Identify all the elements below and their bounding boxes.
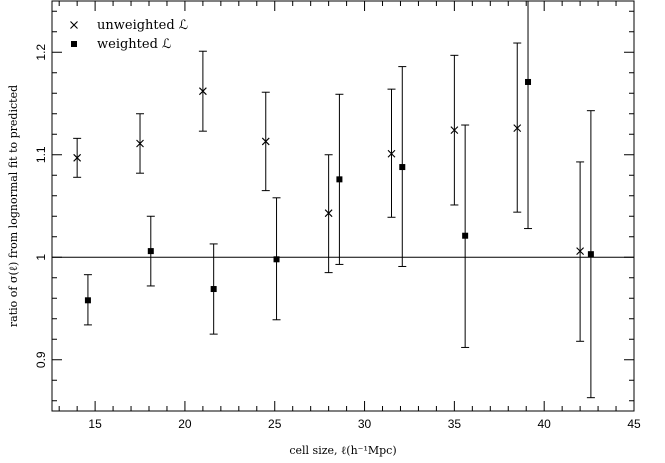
x-tick-label: 20 (178, 417, 192, 431)
x-tick-label: 15 (88, 417, 102, 431)
y-tick-label: 1.2 (34, 44, 48, 61)
data-point (586, 110, 595, 399)
data-point (576, 161, 585, 342)
data-point (324, 154, 333, 274)
data-point (261, 91, 270, 192)
x-tick-label: 25 (268, 417, 282, 431)
data-point (387, 88, 396, 218)
legend-label: weighted ℒ (97, 37, 171, 52)
cross-marker (513, 124, 522, 132)
cross-marker (136, 139, 144, 148)
data-point (83, 274, 92, 326)
cross-marker (70, 21, 78, 29)
square-marker (147, 248, 154, 255)
x-tick-label: 40 (538, 417, 552, 431)
axis-ticks: 15 20 25 30 35 40 45 0.9 1 1.1 1.2 (34, 1, 641, 431)
square-marker (525, 78, 532, 85)
x-tick-label: 35 (448, 417, 462, 431)
cross-marker (261, 137, 270, 146)
data-point (198, 50, 207, 132)
cross-marker (324, 209, 333, 218)
square-marker (273, 256, 280, 263)
legend: unweighted ℒ weighted ℒ (70, 18, 188, 52)
x-tick-label: 30 (358, 417, 372, 431)
data-point (335, 93, 344, 265)
y-tick-label: 1.1 (34, 146, 48, 163)
data-point (513, 42, 522, 213)
x-tick-label: 45 (627, 417, 641, 431)
cross-marker (73, 153, 82, 162)
data-point (461, 124, 470, 348)
square-marker (210, 286, 217, 293)
square-marker (71, 41, 77, 47)
data-point (524, 1, 533, 230)
data-point (136, 113, 145, 174)
cross-marker (387, 149, 396, 158)
x-axis-title: cell size, ℓ(h⁻¹Mpc) (289, 444, 396, 457)
y-axis-title: ratio of σ(ℓ) from lognormal fit to pred… (7, 85, 20, 327)
square-marker (336, 176, 343, 183)
data-point (272, 197, 281, 321)
data-marks (73, 1, 595, 399)
cross-marker (450, 126, 459, 135)
data-point (398, 66, 407, 267)
y-tick-label: 0.9 (34, 351, 48, 368)
data-point (73, 137, 82, 178)
square-marker (399, 164, 406, 171)
cross-marker (576, 247, 584, 255)
legend-label: unweighted ℒ (97, 18, 188, 33)
square-marker (462, 232, 469, 239)
y-tick-label: 1 (34, 254, 48, 261)
plot-frame (51, 0, 635, 412)
data-point (146, 215, 155, 287)
data-point (209, 243, 218, 335)
cross-marker (199, 87, 207, 96)
data-point (450, 54, 459, 206)
square-marker (587, 251, 594, 258)
square-marker (84, 297, 91, 304)
